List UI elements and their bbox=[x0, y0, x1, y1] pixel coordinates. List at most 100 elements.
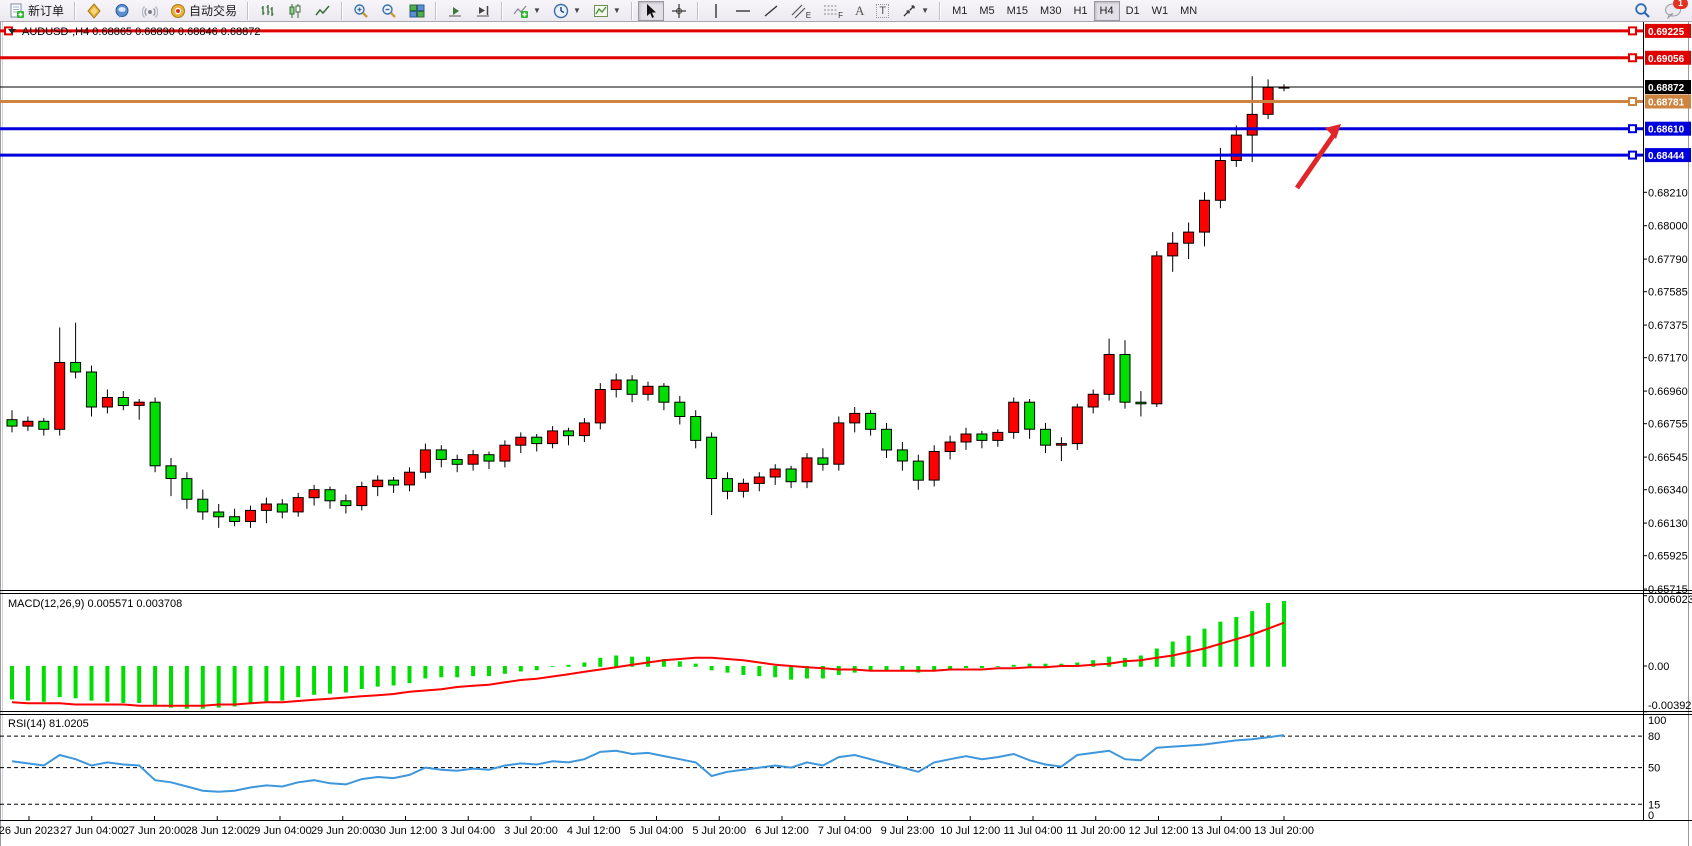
time-axis-label: 5 Jul 20:00 bbox=[692, 825, 746, 837]
notifications-button[interactable]: 1 bbox=[1664, 0, 1688, 19]
line-anchor-handle[interactable] bbox=[1628, 150, 1637, 160]
candlestick-mode-button[interactable] bbox=[282, 1, 308, 21]
zoom-out-button[interactable] bbox=[376, 1, 402, 21]
timeframe-d1[interactable]: D1 bbox=[1120, 1, 1146, 21]
candle bbox=[547, 426, 559, 449]
market-watch-button[interactable] bbox=[81, 1, 107, 21]
timeframe-h1[interactable]: H1 bbox=[1067, 1, 1093, 21]
candle bbox=[22, 416, 34, 431]
line-chart-mode-button[interactable] bbox=[310, 1, 336, 21]
chart-shift-button[interactable] bbox=[470, 1, 496, 21]
candle bbox=[1214, 147, 1226, 209]
candle bbox=[531, 434, 543, 452]
timeframe-m30[interactable]: M30 bbox=[1034, 1, 1067, 21]
dropdown-caret: ▼ bbox=[612, 6, 621, 15]
candle bbox=[833, 416, 845, 471]
label-tool-button[interactable]: T bbox=[871, 1, 894, 21]
rsi-axis-label: 15 bbox=[1648, 799, 1660, 811]
search-button[interactable] bbox=[1629, 1, 1656, 21]
candle bbox=[404, 467, 415, 492]
new-order-button[interactable]: 新订单 bbox=[4, 1, 69, 21]
line-anchor-handle[interactable] bbox=[1628, 53, 1637, 63]
candle bbox=[1055, 437, 1067, 462]
candle bbox=[1071, 403, 1083, 450]
candle bbox=[1246, 76, 1258, 163]
candle bbox=[563, 427, 574, 446]
candle bbox=[308, 484, 320, 506]
trend-arrow-head[interactable] bbox=[1325, 124, 1341, 139]
auto-trading-button[interactable]: 自动交易 bbox=[165, 1, 242, 21]
chart-area[interactable]: 0.68210 0.68000 0.67790 0.67585 0.67375 0.671… bbox=[0, 22, 1692, 846]
time-axis-label: 30 Jun 12:00 bbox=[374, 825, 438, 837]
time-axis-label: 3 Jul 04:00 bbox=[441, 825, 495, 837]
bar-chart-mode-button[interactable] bbox=[254, 1, 280, 21]
timeframe-mn[interactable]: MN bbox=[1174, 1, 1203, 21]
zoom-in-icon bbox=[354, 3, 368, 18]
line-anchor-handle[interactable] bbox=[1628, 26, 1637, 36]
arrows-tool-button[interactable]: ▼ bbox=[896, 1, 934, 21]
periods-button[interactable]: ▼ bbox=[548, 1, 586, 21]
time-axis-label: 13 Jul 04:00 bbox=[1191, 825, 1251, 837]
candle bbox=[865, 410, 877, 436]
candle bbox=[276, 499, 288, 519]
timeframe-m15[interactable]: M15 bbox=[1001, 1, 1034, 21]
price-badge bbox=[1645, 80, 1691, 95]
toolbar-separator bbox=[630, 1, 633, 20]
candle bbox=[101, 389, 113, 414]
price-axis-label: 0.68000 bbox=[1648, 221, 1688, 233]
candle bbox=[340, 494, 352, 514]
new-order-label: 新订单 bbox=[28, 4, 65, 18]
signals-button[interactable] bbox=[137, 1, 163, 21]
candle bbox=[1008, 397, 1020, 439]
candle bbox=[642, 381, 654, 401]
line-anchor-handle[interactable] bbox=[1628, 124, 1637, 134]
macd-signal-line bbox=[11, 621, 1285, 707]
price-axis-label: 0.68210 bbox=[1648, 187, 1688, 199]
ohlc-expand-icon[interactable] bbox=[8, 29, 16, 34]
vertical-line-icon bbox=[715, 3, 717, 18]
channel-tool-button[interactable]: E bbox=[786, 1, 816, 21]
candle bbox=[70, 322, 82, 379]
tile-windows-icon bbox=[409, 4, 425, 17]
crosshair-tool-button[interactable] bbox=[666, 1, 692, 21]
time-axis-label: 7 Jul 04:00 bbox=[818, 825, 872, 837]
price-badge-label: 0.68872 bbox=[1648, 83, 1685, 94]
candle bbox=[245, 505, 256, 528]
timeframe-m5[interactable]: M5 bbox=[973, 1, 1000, 21]
horizontal-line-tool-button[interactable] bbox=[730, 1, 756, 21]
fibonacci-tool-button[interactable]: F bbox=[818, 1, 848, 21]
candle bbox=[260, 497, 272, 524]
dropdown-caret: ▼ bbox=[921, 6, 930, 15]
trend-arrow-shaft[interactable] bbox=[1294, 131, 1338, 190]
candle bbox=[1024, 399, 1036, 439]
trendline-tool-button[interactable] bbox=[758, 1, 784, 21]
candle bbox=[769, 464, 781, 485]
vertical-line-tool-button[interactable] bbox=[704, 1, 728, 21]
candle bbox=[213, 504, 225, 528]
timeframe-w1[interactable]: W1 bbox=[1146, 1, 1175, 21]
time-axis-label: 29 Jun 04:00 bbox=[248, 825, 312, 837]
toolbar-separator bbox=[939, 1, 942, 20]
tile-windows-button[interactable] bbox=[404, 1, 430, 21]
candle bbox=[483, 451, 495, 469]
label-tool-icon: T bbox=[876, 3, 890, 18]
auto-scroll-button[interactable] bbox=[442, 1, 468, 21]
cursor-tool-button[interactable] bbox=[637, 0, 664, 21]
templates-button[interactable]: ▼ bbox=[588, 1, 626, 21]
ohlc-bars-icon bbox=[261, 4, 274, 16]
text-tool-button[interactable]: A bbox=[850, 1, 869, 21]
line-anchor-handle[interactable] bbox=[1628, 96, 1637, 106]
candle bbox=[928, 445, 940, 487]
candle bbox=[817, 448, 829, 471]
candle bbox=[1040, 422, 1051, 454]
candle bbox=[690, 410, 702, 449]
community-button[interactable] bbox=[109, 1, 135, 21]
indicators-button[interactable]: ▼ bbox=[508, 1, 546, 21]
timeframe-h4[interactable]: H4 bbox=[1093, 0, 1120, 21]
timeframe-m1[interactable]: M1 bbox=[946, 1, 973, 21]
price-badge bbox=[1645, 50, 1691, 65]
line-chart-icon bbox=[315, 5, 330, 15]
zoom-in-button[interactable] bbox=[348, 1, 374, 21]
arrows-icon bbox=[903, 4, 915, 16]
